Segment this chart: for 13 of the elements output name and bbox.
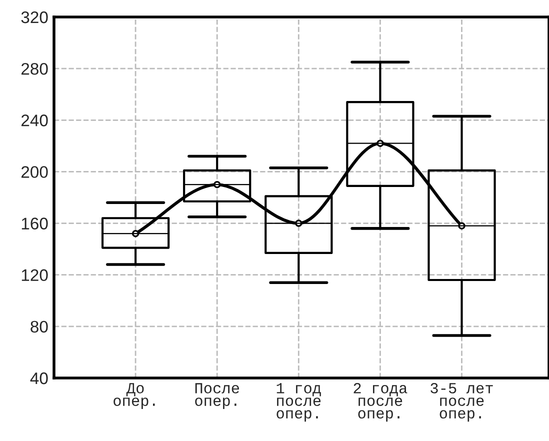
x-tick-label: После опер. <box>195 383 240 409</box>
y-tick-label: 280 <box>21 62 48 75</box>
x-tick-label: 1 год после опер. <box>276 383 321 422</box>
y-tick-label: 240 <box>21 114 48 126</box>
x-tick-label: До опер. <box>114 383 155 409</box>
y-tick-label: 320 <box>21 11 48 24</box>
y-tick-label: 160 <box>22 218 48 230</box>
y-tick-label: 120 <box>22 269 48 282</box>
x-tick-label: 2 года после опер. <box>354 383 408 422</box>
y-tick-label: 200 <box>21 166 48 178</box>
y-tick-label: 40 <box>30 372 48 384</box>
y-tick-label: 80 <box>30 320 48 333</box>
x-tick-label: 3-5 лет после опер. <box>430 383 493 422</box>
